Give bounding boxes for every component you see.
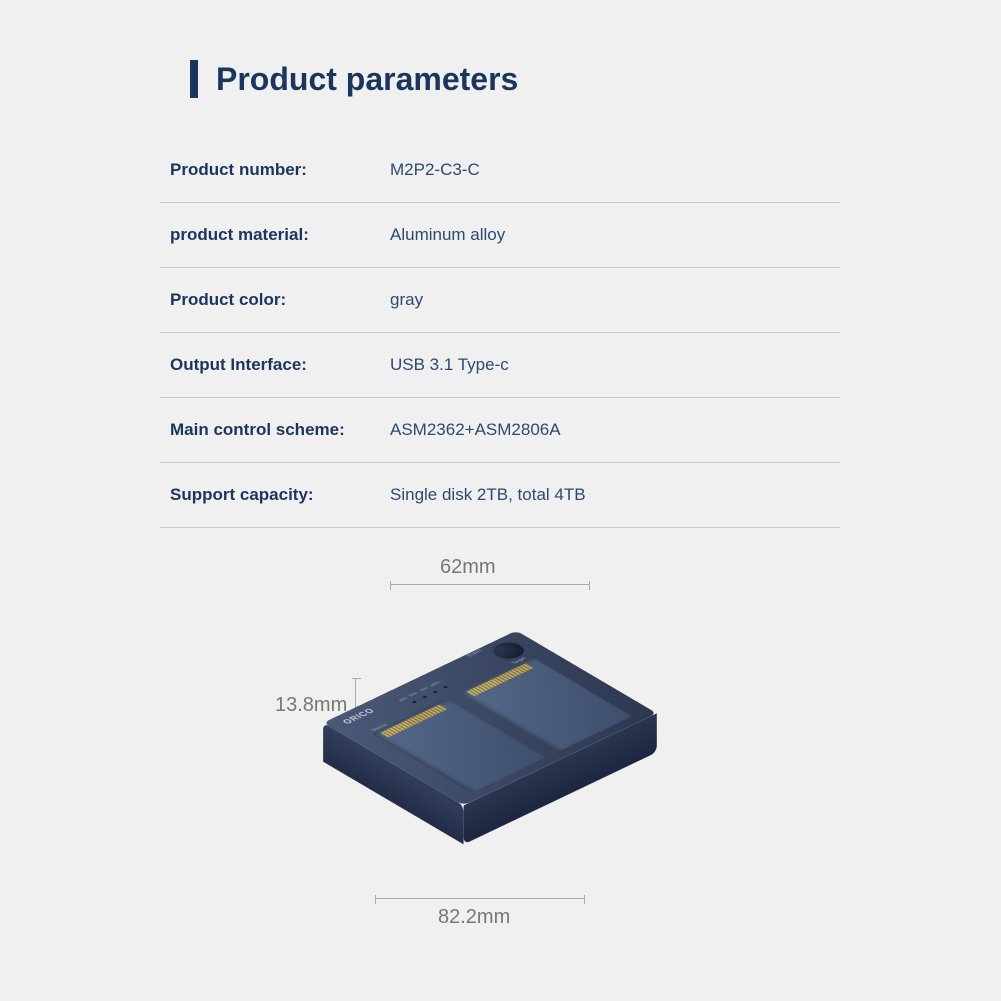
- spec-row: Product color: gray: [160, 268, 840, 333]
- spec-table: Product number: M2P2-C3-C product materi…: [160, 138, 840, 528]
- spec-row: Support capacity: Single disk 2TB, total…: [160, 463, 840, 528]
- spec-value: USB 3.1 Type-c: [390, 355, 509, 375]
- spec-label: Output Interface:: [170, 355, 390, 375]
- led-icon: [422, 696, 428, 699]
- led-label: 50%: [408, 692, 419, 698]
- led-label: 75%: [418, 687, 429, 693]
- led-icon: [412, 701, 418, 704]
- led-icon: [443, 686, 449, 689]
- led-label: 100%: [429, 681, 443, 688]
- spec-label: Product number:: [170, 160, 390, 180]
- dimension-depth: 82.2mm: [438, 906, 510, 929]
- dimension-width: 62mm: [440, 556, 496, 579]
- spec-row: product material: Aluminum alloy: [160, 203, 840, 268]
- spec-label: Support capacity:: [170, 485, 390, 505]
- spec-row: Output Interface: USB 3.1 Type-c: [160, 333, 840, 398]
- spec-value: ASM2362+ASM2806A: [390, 420, 561, 440]
- spec-label: Main control scheme:: [170, 420, 390, 440]
- led-label: 25%: [398, 696, 409, 702]
- spec-label: Product color:: [170, 290, 390, 310]
- spec-label: product material:: [170, 225, 390, 245]
- page-title: Product parameters: [216, 61, 518, 98]
- spec-value: gray: [390, 290, 423, 310]
- led-icon: [432, 691, 438, 694]
- spec-row: Main control scheme: ASM2362+ASM2806A: [160, 398, 840, 463]
- dimension-line: [390, 584, 590, 585]
- dimension-height: 13.8mm: [275, 694, 347, 717]
- start-label: START: [466, 649, 484, 658]
- title-accent-bar: [190, 60, 198, 98]
- spec-value: Aluminum alloy: [390, 225, 505, 245]
- spec-value: Single disk 2TB, total 4TB: [390, 485, 586, 505]
- dimension-line: [375, 898, 585, 899]
- product-diagram: 62mm 13.8mm 82.2mm ORICO START 25% 50% 7…: [160, 548, 860, 948]
- title-row: Product parameters: [190, 60, 851, 98]
- spec-row: Product number: M2P2-C3-C: [160, 138, 840, 203]
- spec-value: M2P2-C3-C: [390, 160, 480, 180]
